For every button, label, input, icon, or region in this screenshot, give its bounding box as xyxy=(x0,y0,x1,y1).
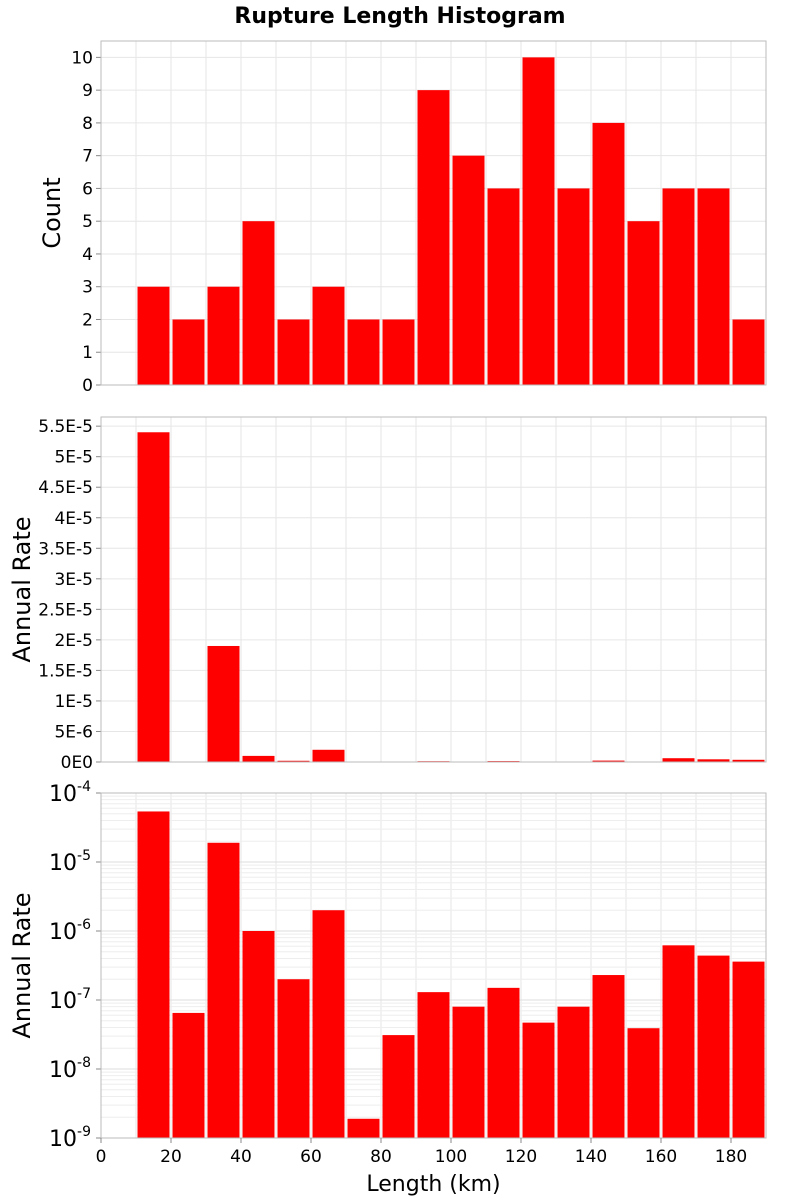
bar xyxy=(137,432,170,762)
y-tick-label: 3.5E-5 xyxy=(38,539,93,559)
x-tick-label: 160 xyxy=(645,1147,677,1167)
bar xyxy=(557,1006,590,1138)
y-tick-label: 10-4 xyxy=(49,779,91,807)
bar xyxy=(347,319,380,385)
bar xyxy=(207,842,240,1138)
bar xyxy=(382,1035,415,1138)
bar xyxy=(417,992,450,1138)
plot-frame xyxy=(100,416,767,763)
y-tick-label: 8 xyxy=(82,114,93,134)
panel-2: 0E0 5E-6 1E-5 1.5E-5 2E-5 2.5E-5 3E-5 3.5E-5 4E-… xyxy=(8,416,767,773)
y-tick-label: 5E-5 xyxy=(54,448,93,468)
y-tick-label: 0E0 xyxy=(61,753,93,773)
bar xyxy=(697,188,730,385)
y-axis-label: Annual Rate xyxy=(8,892,36,1038)
bar xyxy=(207,286,240,385)
plot-frame xyxy=(100,792,767,1139)
y-tick-label: 3E-5 xyxy=(54,570,93,590)
bar xyxy=(312,749,345,762)
x-tick-label: 180 xyxy=(715,1147,747,1167)
bar xyxy=(732,759,765,762)
y-tick-label: 10-8 xyxy=(49,1055,91,1083)
panel-3: 10-9 10-8 10-7 10-6 10-5 10-4 Annual Rate 0 20 40… xyxy=(8,779,767,1197)
bar xyxy=(452,155,485,385)
y-tick-label: 1 xyxy=(82,343,93,363)
y-tick-label: 1.5E-5 xyxy=(38,661,93,681)
bar xyxy=(592,122,625,386)
bar xyxy=(697,955,730,1138)
chart-panels: 0 1 2 3 4 5 6 7 8 9 10 Count 0E0 5E-6 1E-5 1.5E-5 2E-5 2.… xyxy=(8,40,767,1197)
bar xyxy=(347,1118,380,1138)
bar xyxy=(137,286,170,385)
y-axis-label: Count xyxy=(38,177,66,248)
y-tick-label: 5 xyxy=(82,212,93,232)
y-tick-label: 6 xyxy=(82,179,93,199)
bar xyxy=(277,319,310,385)
bar xyxy=(522,57,555,385)
bar xyxy=(242,221,275,385)
y-tick-label: 9 xyxy=(82,81,93,101)
y-tick-label: 2.5E-5 xyxy=(38,600,93,620)
plot-area xyxy=(101,417,766,762)
bar xyxy=(382,319,415,385)
y-tick-label: 7 xyxy=(82,147,93,167)
x-tick-label: 20 xyxy=(160,1147,182,1167)
x-tick-label: 120 xyxy=(505,1147,537,1167)
bar xyxy=(627,1028,660,1138)
x-tick-label: 60 xyxy=(300,1147,322,1167)
y-tick-label: 5E-6 xyxy=(54,722,93,742)
bar xyxy=(487,987,520,1138)
y-tick-label: 10-6 xyxy=(49,917,91,945)
bar xyxy=(662,188,695,385)
x-tick-label: 0 xyxy=(96,1147,107,1167)
y-tick-label: 2E-5 xyxy=(54,631,93,651)
y-tick-label: 4 xyxy=(82,245,93,265)
y-tick-label: 2 xyxy=(82,310,93,330)
y-tick-label: 10-7 xyxy=(49,986,91,1014)
y-tick-label: 3 xyxy=(82,278,93,298)
x-tick-label: 80 xyxy=(370,1147,392,1167)
x-tick-label: 140 xyxy=(575,1147,607,1167)
bar xyxy=(697,759,730,762)
bar xyxy=(732,961,765,1138)
bar xyxy=(312,286,345,385)
bar xyxy=(592,760,625,762)
bar xyxy=(207,645,240,762)
bar xyxy=(627,221,660,385)
bar xyxy=(522,1022,555,1138)
y-tick-label: 10 xyxy=(71,48,93,68)
bar xyxy=(732,319,765,385)
bar xyxy=(312,910,345,1138)
bar xyxy=(557,188,590,385)
y-tick-label: 10-9 xyxy=(49,1124,91,1152)
y-tick-label: 4E-5 xyxy=(54,509,93,529)
bar xyxy=(242,931,275,1138)
bar xyxy=(487,188,520,385)
y-tick-label: 0 xyxy=(82,376,93,396)
bar xyxy=(277,979,310,1138)
bar xyxy=(172,319,205,385)
y-axis-label: Annual Rate xyxy=(8,516,36,662)
y-tick-label: 1E-5 xyxy=(54,692,93,712)
chart-title: Rupture Length Histogram xyxy=(234,4,565,29)
y-tick-label: 5.5E-5 xyxy=(38,417,93,437)
bar xyxy=(277,760,310,762)
bar xyxy=(592,975,625,1138)
y-tick-label: 10-5 xyxy=(49,848,91,876)
bar xyxy=(662,758,695,762)
y-tick-label: 4.5E-5 xyxy=(38,478,93,498)
panel-1: 0 1 2 3 4 5 6 7 8 9 10 Count xyxy=(38,40,767,396)
x-tick-label: 40 xyxy=(230,1147,252,1167)
plot-frame xyxy=(100,40,767,386)
bar xyxy=(172,1012,205,1138)
bar xyxy=(137,811,170,1138)
bar xyxy=(662,945,695,1138)
bar xyxy=(417,90,450,386)
x-tick-label: 100 xyxy=(435,1147,467,1167)
bar xyxy=(242,755,275,762)
bar xyxy=(452,1006,485,1138)
x-axis-label: Length (km) xyxy=(366,1172,500,1197)
